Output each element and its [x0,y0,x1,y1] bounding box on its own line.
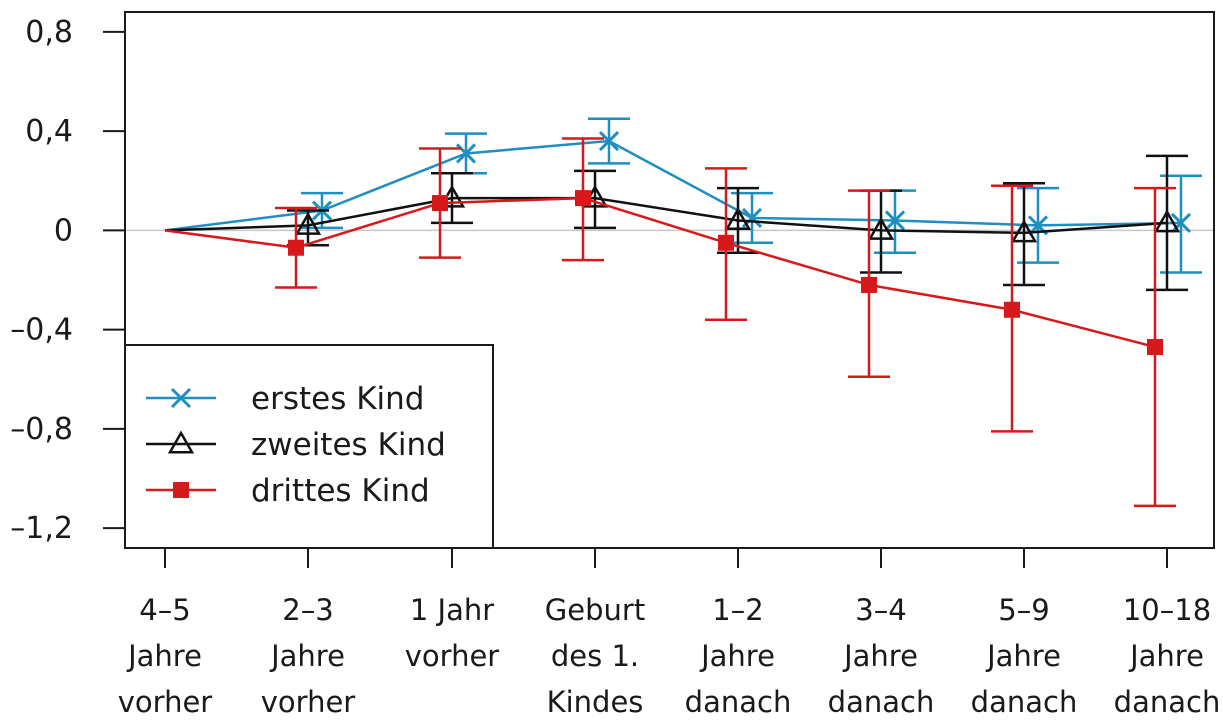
x-tick-label: 5–9 Jahre danach [971,593,1078,719]
x-tick-label-line: Jahre [1128,639,1204,673]
x-tick-label-line: 4–5 [139,593,190,627]
legend-label: drittes Kind [251,473,430,509]
y-tick-label: –0,8 [10,412,73,447]
data-point [861,276,877,293]
x-tick-label-line: vorher [261,685,356,719]
series-drittes-kind [164,137,1176,508]
series-line [164,139,1182,232]
x-tick-label-line: danach [828,685,935,719]
x-tick-label-line: Geburt [545,593,645,627]
y-tick-label: 0,8 [25,15,73,50]
series-line [164,196,1168,235]
x-tick-label-line: Jahre [842,639,918,673]
series-line [164,196,1156,349]
data-point [575,190,591,207]
data-point [288,239,304,256]
x-tick-label: 1 Jahr vorher [405,593,500,673]
x-tick-label-line: 3–4 [855,593,906,627]
legend-box [124,344,494,549]
x-tick-label-line: 5–9 [998,593,1049,627]
x-tick-label-line: 1 Jahr [410,593,494,627]
data-point [1004,301,1020,318]
x-tick-label: 4–5 Jahre vorher [118,593,213,719]
data-point [1153,209,1181,233]
x-tick-label: 2–3 Jahre vorher [261,593,356,719]
y-tick-label: 0 [54,213,73,248]
x-tick-label: 10–18 Jahre danach [1114,593,1221,719]
y-tick-label: 0,4 [25,114,73,149]
x-tick-label-line: Jahre [985,639,1061,673]
legend-label: zweites Kind [251,427,446,463]
y-tick-label: –1,2 [10,511,73,546]
x-tick-label-line: vorher [405,639,500,673]
series-erstes-kind [164,117,1202,274]
data-point [718,234,734,251]
x-tick-label-line: Jahre [699,639,775,673]
x-axis: 4–5 Jahre vorher 2–3 Jahre vorher 1 Jahr vorher… [118,548,1221,719]
x-tick-label-line: Kindes [547,685,644,719]
x-tick-label-line: Jahre [269,639,345,673]
x-tick-label-line: des 1. [551,639,639,673]
data-point [598,130,620,152]
x-tick-label-line: 2–3 [282,593,333,627]
x-tick-label-line: danach [971,685,1078,719]
legend-label: erstes Kind [251,381,424,417]
series-layer [164,117,1202,508]
data-point [294,211,322,235]
y-tick-label: –0,4 [10,313,73,348]
x-tick-label: Geburt des 1. Kindes [545,593,645,719]
data-point [1170,212,1192,233]
x-tick-label-line: 1–2 [712,593,763,627]
data-point [1010,219,1038,243]
x-tick-label-line: danach [1114,685,1221,719]
plot-frame [124,11,1215,549]
legend-marker [170,387,192,409]
legend-marker [173,482,189,498]
legend-marker [167,430,195,454]
x-tick-label-line: vorher [118,685,213,719]
data-point [884,210,906,231]
x-tick-label-line: Jahre [126,639,202,673]
x-tick-label: 3–4 Jahre danach [828,593,935,719]
y-axis: 0,8 0,4 0 –0,4 –0,8 –1,2 [10,15,125,546]
data-point [432,195,448,212]
data-point [724,206,752,230]
x-tick-label-line: 10–18 [1123,593,1211,627]
data-point [867,216,895,240]
x-tick-label-line: danach [685,685,792,719]
x-tick-label: 1–2 Jahre danach [685,593,792,719]
legend: erstes Kind zweites Kind drittes Kind [124,344,494,549]
data-point [1147,339,1163,355]
